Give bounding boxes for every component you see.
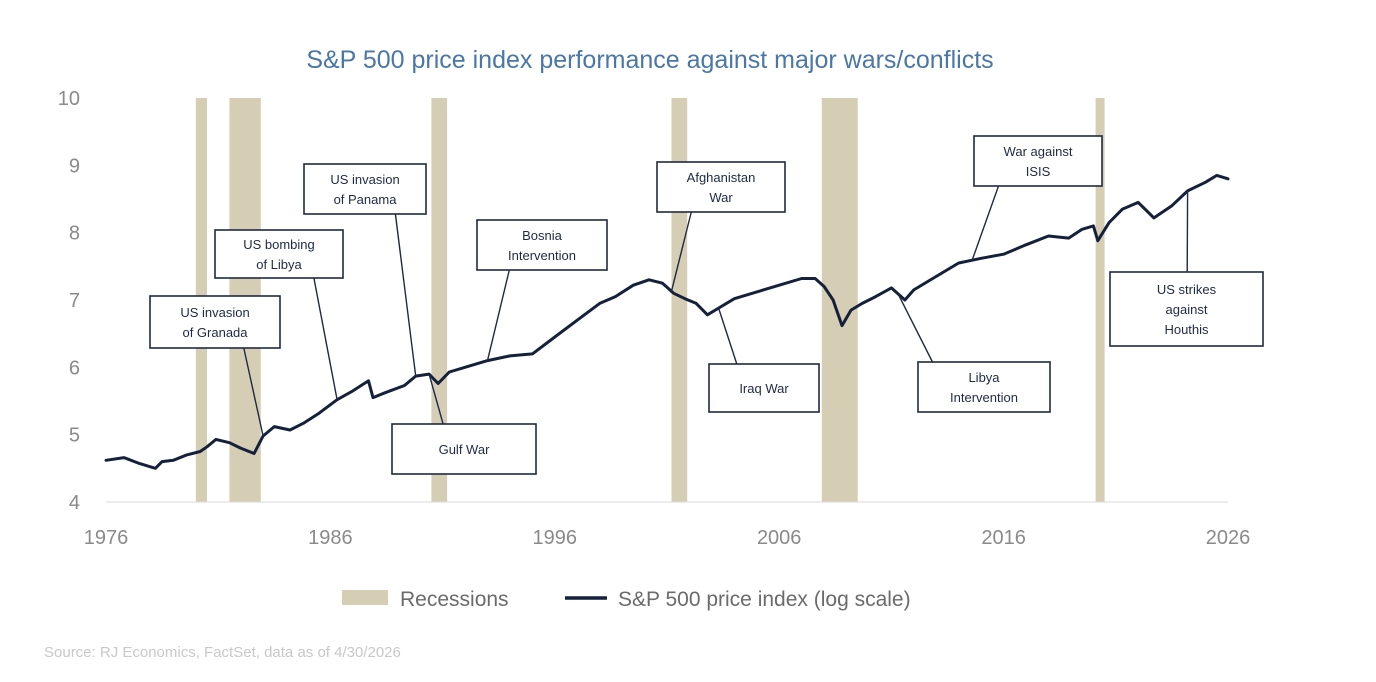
x-tick-label: 2006 xyxy=(757,527,802,549)
annotation-leader-line xyxy=(313,277,338,400)
annotation-6: Afghanistan War xyxy=(656,161,786,292)
y-axis-ticks: 4 5 6 7 8 9 10 xyxy=(58,88,80,514)
annotation-text: Intervention xyxy=(508,248,576,263)
annotation-box xyxy=(973,135,1103,187)
annotation-leader-line xyxy=(428,373,444,425)
annotation-text: US strikes xyxy=(1157,282,1217,297)
series-line-sp500 xyxy=(104,173,1230,470)
x-tick-label: 1986 xyxy=(308,527,353,549)
recession-band-5 xyxy=(821,98,858,502)
annotation-box xyxy=(303,163,427,215)
annotation-text: of Panama xyxy=(334,192,398,207)
recession-band-3 xyxy=(431,98,448,502)
annotation-5: Bosnia Intervention xyxy=(476,219,608,361)
annotation-box xyxy=(391,423,537,475)
annotation-text: US invasion xyxy=(330,172,399,187)
y-tick-label: 4 xyxy=(69,492,80,514)
legend-swatch-recessions xyxy=(342,590,388,605)
annotation-text: Libya xyxy=(968,370,1000,385)
annotation-box xyxy=(656,161,786,213)
annotation-text: War xyxy=(709,190,733,205)
annotation-leader-line xyxy=(394,213,417,377)
x-tick-label: 2026 xyxy=(1206,527,1251,549)
annotation-box xyxy=(917,361,1051,413)
x-tick-label: 1996 xyxy=(533,527,578,549)
annotation-10: US strikes against Houthis xyxy=(1109,190,1264,347)
annotation-text: Houthis xyxy=(1164,322,1209,337)
x-axis-ticks: 1976 1986 1996 2006 2016 2026 xyxy=(84,527,1251,549)
annotation-text: of Libya xyxy=(256,257,302,272)
annotation-text: Bosnia xyxy=(522,228,563,243)
y-tick-label: 7 xyxy=(69,290,80,312)
annotation-leader-line xyxy=(486,269,510,361)
y-tick-label: 9 xyxy=(69,155,80,177)
y-tick-label: 5 xyxy=(69,425,80,447)
annotation-leader-line xyxy=(897,293,934,363)
annotation-leader-line xyxy=(670,211,692,292)
annotation-leader-line xyxy=(243,347,264,437)
recession-band-6 xyxy=(1095,98,1105,502)
annotation-leader-line xyxy=(717,307,738,365)
annotation-text: Iraq War xyxy=(739,381,789,396)
annotation-9: War against ISIS xyxy=(971,135,1103,261)
source-note: Source: RJ Economics, FactSet, data as o… xyxy=(44,644,401,661)
annotation-3: US invasion of Panama xyxy=(303,163,427,377)
recession-bands xyxy=(195,98,1105,502)
annotation-box xyxy=(708,363,820,413)
annotation-7: Iraq War xyxy=(708,307,820,413)
annotation-8: Libya Intervention xyxy=(897,293,1051,413)
annotation-box xyxy=(149,295,281,349)
annotation-box xyxy=(214,229,344,279)
y-tick-label: 8 xyxy=(69,223,80,245)
chart-title: S&P 500 price index performance against … xyxy=(306,46,993,74)
annotation-4: Gulf War xyxy=(391,373,537,475)
annotation-text: Afghanistan xyxy=(687,170,756,185)
annotation-text: ISIS xyxy=(1026,164,1051,179)
annotation-text: of Granada xyxy=(182,325,248,340)
annotation-text: Intervention xyxy=(950,390,1018,405)
legend-label-recessions: Recessions xyxy=(400,588,509,611)
annotation-leader-line xyxy=(971,185,1000,261)
annotation-2: US bombing of Libya xyxy=(214,229,344,400)
annotation-text: against xyxy=(1166,302,1208,317)
annotation-box xyxy=(476,219,608,271)
y-tick-label: 6 xyxy=(69,357,80,379)
annotation-text: War against xyxy=(1004,144,1073,159)
x-tick-label: 2016 xyxy=(981,527,1026,549)
legend-label-series: S&P 500 price index (log scale) xyxy=(618,588,911,611)
annotation-1: US invasion of Granada xyxy=(149,295,281,437)
legend: Recessions S&P 500 price index (log scal… xyxy=(342,588,911,611)
annotation-text: Gulf War xyxy=(439,442,490,457)
annotation-box xyxy=(1109,271,1264,347)
annotation-text: US bombing xyxy=(243,237,315,252)
x-tick-label: 1976 xyxy=(84,527,129,549)
annotation-text: US invasion xyxy=(180,305,249,320)
y-tick-label: 10 xyxy=(58,88,80,110)
